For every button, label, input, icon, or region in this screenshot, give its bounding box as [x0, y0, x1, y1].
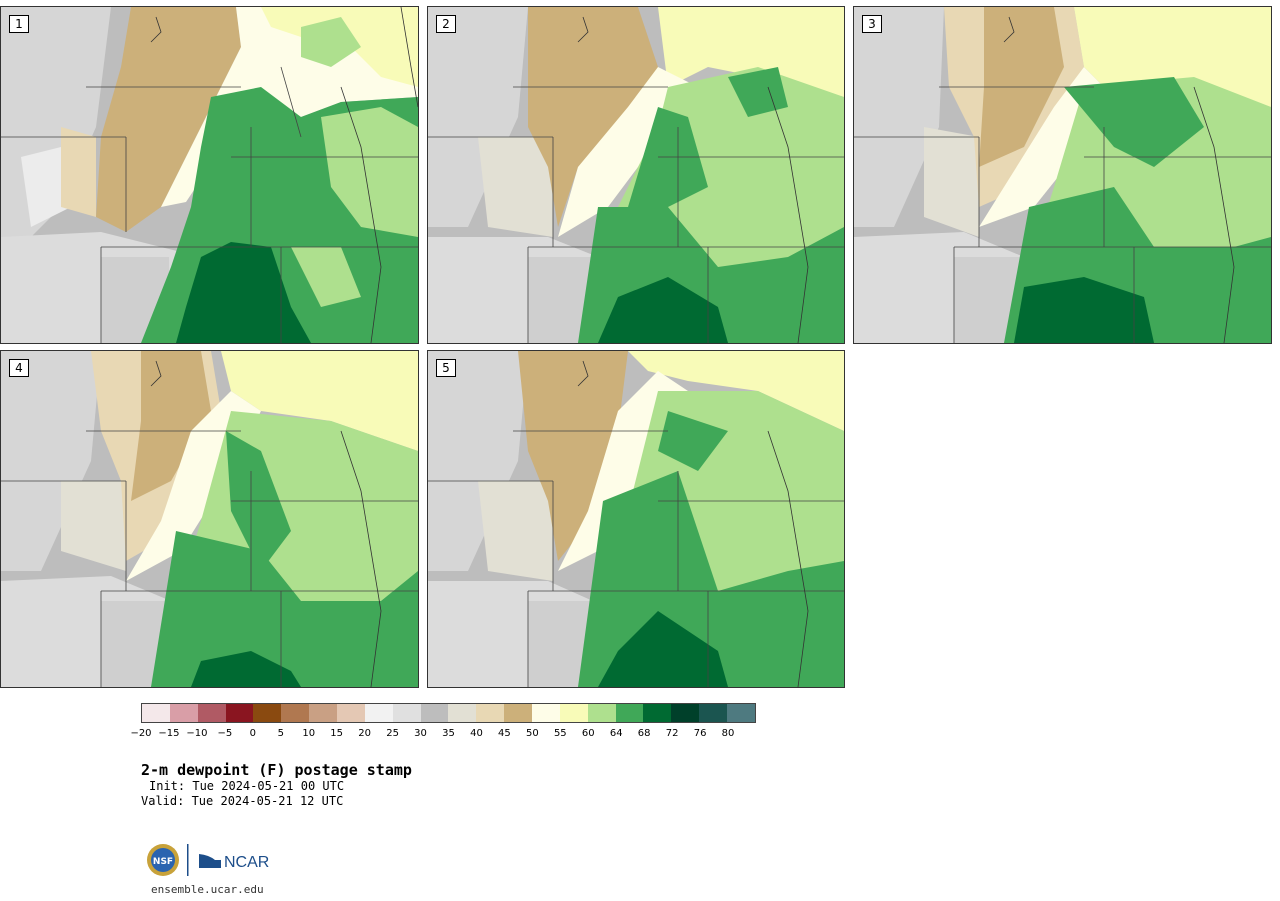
colorbar-tick-label: 80: [721, 728, 735, 739]
colorbar-tick-label: 0: [249, 728, 256, 739]
colorbar-tick-label: 35: [442, 728, 455, 739]
member-panel-2: 2: [427, 6, 845, 344]
dewpoint-map-3: [854, 7, 1271, 343]
member-panel-3: 3: [853, 6, 1272, 344]
colorbar-tick-label: 30: [414, 728, 427, 739]
colorbar-cell: [504, 704, 533, 722]
colorbar-tick-label: 55: [553, 728, 567, 739]
colorbar-cell: [587, 704, 616, 722]
svg-text:NSF: NSF: [153, 857, 173, 867]
colorbar-cell: [727, 704, 755, 722]
colorbar-tick-label: −15: [158, 728, 180, 739]
colorbar-cell: [420, 704, 449, 722]
sponsor-logos: NSF NCAR: [143, 842, 283, 882]
colorbar-cell: [364, 704, 393, 722]
colorbar-cell: [448, 704, 477, 722]
panel-number: 2: [436, 15, 456, 33]
colorbar-tick-label: 25: [386, 728, 399, 739]
nsf-logo-icon: NSF: [147, 844, 179, 876]
colorbar-tick-label: 40: [470, 728, 483, 739]
colorbar-tick-label: 68: [637, 728, 651, 739]
colorbar-cell: [142, 704, 170, 722]
colorbar: [141, 703, 756, 723]
colorbar-tick-label: 10: [302, 728, 316, 739]
dewpoint-map-5: [428, 351, 844, 687]
member-panel-5: 5: [427, 350, 845, 688]
colorbar-tick-label: 20: [358, 728, 371, 739]
member-panel-4: 4: [0, 350, 419, 688]
panel-number: 3: [862, 15, 882, 33]
colorbar-cell: [281, 704, 310, 722]
panel-number: 1: [9, 15, 29, 33]
colorbar-cell: [559, 704, 588, 722]
colorbar-tick-label: −20: [130, 728, 152, 739]
colorbar-tick-label: −5: [217, 728, 233, 739]
colorbar-tick-label: 45: [498, 728, 511, 739]
colorbar-tick-label: 76: [693, 728, 707, 739]
colorbar-cell: [253, 704, 282, 722]
colorbar-tick-label: 15: [330, 728, 344, 739]
site-url: ensemble.ucar.edu: [151, 883, 264, 896]
colorbar-tick-label: 72: [665, 728, 679, 739]
dewpoint-map-2: [428, 7, 844, 343]
colorbar-ticks: −20 −15 −10 −5 0 5 10 15 20 25 30 35 40 45 50 55 60 64 68 7…: [130, 728, 756, 742]
panel-number: 4: [9, 359, 29, 377]
colorbar-tick-label: 60: [581, 728, 595, 739]
colorbar-cell: [476, 704, 505, 722]
colorbar-cell: [309, 704, 338, 722]
svg-text:NCAR: NCAR: [224, 854, 269, 871]
colorbar-cell: [392, 704, 421, 722]
colorbar-cell: [197, 704, 226, 722]
dewpoint-map-4: [1, 351, 418, 687]
plot-title: 2-m dewpoint (F) postage stamp: [141, 761, 412, 779]
colorbar-tick-label: 5: [277, 728, 284, 739]
colorbar-cell: [615, 704, 644, 722]
dewpoint-map-1: [1, 7, 418, 343]
panel-number: 5: [436, 359, 456, 377]
colorbar-cell: [699, 704, 728, 722]
colorbar-cell: [643, 704, 672, 722]
colorbar-cell: [671, 704, 700, 722]
colorbar-tick-label: 50: [525, 728, 539, 739]
init-time: Init: Tue 2024-05-21 00 UTC: [149, 779, 345, 793]
member-panel-1: 1: [0, 6, 419, 344]
colorbar-cell: [225, 704, 254, 722]
ncar-logo-icon: NCAR: [199, 850, 269, 871]
colorbar-cell: [337, 704, 365, 722]
colorbar-tick-label: 64: [609, 728, 623, 739]
valid-time: Valid: Tue 2024-05-21 12 UTC: [141, 794, 344, 808]
colorbar-cell: [532, 704, 560, 722]
colorbar-cell: [169, 704, 198, 722]
colorbar-tick-label: −10: [186, 728, 208, 739]
